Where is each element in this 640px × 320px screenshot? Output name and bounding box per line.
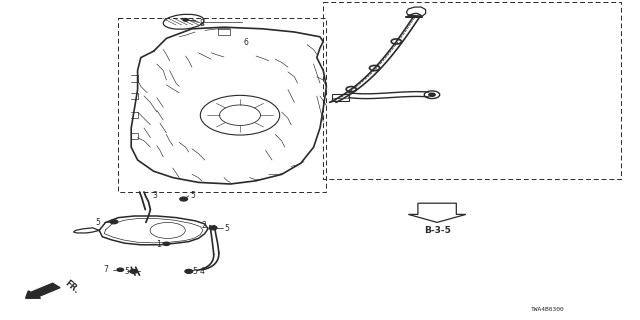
Circle shape <box>180 197 188 201</box>
Text: 6: 6 <box>243 38 248 47</box>
Text: 4: 4 <box>200 267 205 276</box>
Circle shape <box>117 268 124 271</box>
Text: 5: 5 <box>192 268 197 276</box>
Text: 2: 2 <box>202 221 206 230</box>
Circle shape <box>185 269 193 273</box>
Circle shape <box>183 19 188 21</box>
Text: 5: 5 <box>190 191 195 200</box>
Text: B-3-5: B-3-5 <box>424 226 451 235</box>
Text: 3: 3 <box>152 191 157 200</box>
Bar <box>323 2 621 179</box>
Text: 5: 5 <box>124 268 129 276</box>
Circle shape <box>163 242 170 245</box>
Bar <box>332 94 349 101</box>
Text: 8: 8 <box>200 19 204 28</box>
Circle shape <box>110 220 118 224</box>
Text: 5: 5 <box>224 224 229 233</box>
Circle shape <box>130 269 138 273</box>
Text: 7: 7 <box>104 265 109 274</box>
FancyArrow shape <box>26 283 60 298</box>
Text: TWA4B0300: TWA4B0300 <box>531 307 565 312</box>
Polygon shape <box>408 203 466 222</box>
Text: 1: 1 <box>156 240 161 249</box>
Text: 5: 5 <box>95 218 100 227</box>
Bar <box>118 18 326 192</box>
Text: FR.: FR. <box>63 279 81 296</box>
Circle shape <box>209 226 217 230</box>
Circle shape <box>429 93 435 96</box>
